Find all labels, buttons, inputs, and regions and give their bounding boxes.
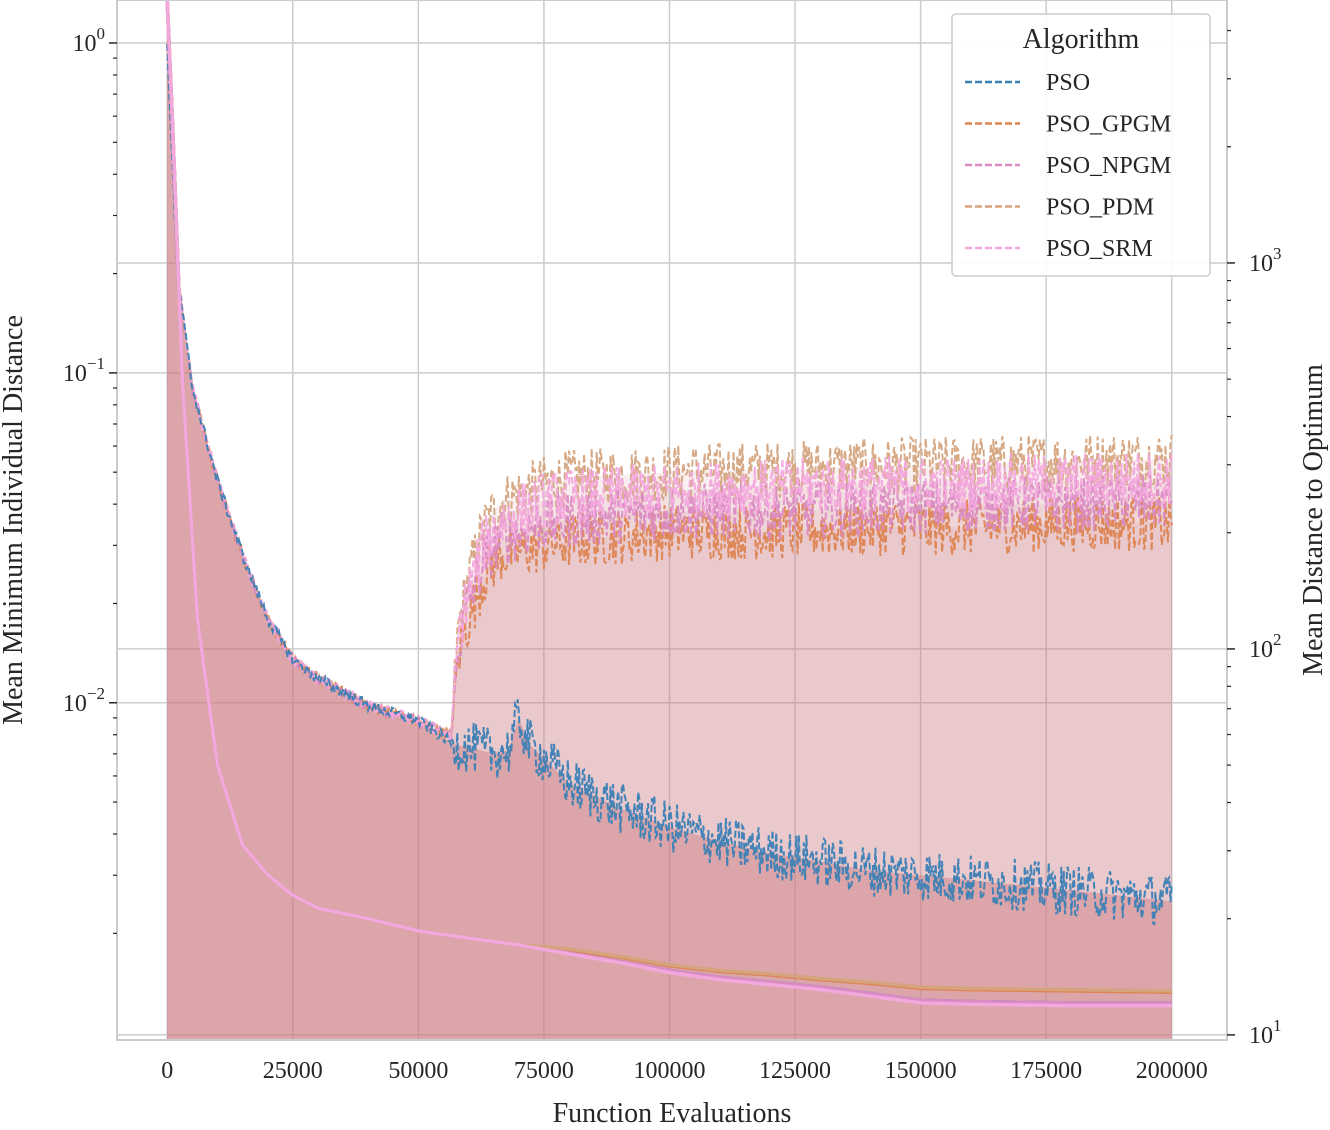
plot-frame <box>116 0 1228 1041</box>
legend: Algorithm PSO PSO_GPGM PSO_NPGM PSO_PDM PSO_… <box>951 13 1211 277</box>
x-tick-label: 0 <box>161 1058 173 1084</box>
y-left-tick-label: 10−2 <box>63 684 105 717</box>
y-left-axis-title: Mean Minimum Individual Distance <box>0 315 29 725</box>
fill-area <box>167 43 1172 1040</box>
y-right-tick-label: 101 <box>1249 1016 1282 1049</box>
distance-line-pso_srm <box>165 0 1172 1008</box>
legend-label: PSO_PDM <box>1046 195 1154 221</box>
y-left-axis: 100 10−1 10−2 <box>63 24 117 934</box>
y-left-tick-label: 10−1 <box>63 354 105 387</box>
series-line-pso <box>166 43 1173 926</box>
x-tick-label: 100000 <box>633 1058 705 1084</box>
fill-area <box>167 43 1172 1040</box>
x-axis: 0 25000 50000 75000 100000 125000 150000 175000… <box>161 1058 1208 1084</box>
legend-title: Algorithm <box>1023 24 1140 55</box>
series-lines <box>165 0 1173 1008</box>
legend-label: PSO_SRM <box>1046 236 1153 262</box>
y-left-tick-label: 100 <box>73 24 106 57</box>
y-right-tick-label: 103 <box>1249 244 1282 277</box>
x-tick-label: 25000 <box>263 1058 323 1084</box>
fill-area <box>167 43 1172 1040</box>
y-right-axis: 103 102 101 <box>1227 29 1282 1049</box>
x-tick-label: 200000 <box>1136 1058 1208 1084</box>
y-right-tick-label: 102 <box>1249 630 1282 663</box>
x-axis-title: Function Evaluations <box>553 1098 792 1129</box>
legend-box <box>951 13 1211 277</box>
y-right-axis-title: Mean Distance to Optimum <box>1298 364 1329 676</box>
legend-label: PSO_NPGM <box>1046 153 1171 179</box>
x-tick-label: 175000 <box>1010 1058 1082 1084</box>
x-tick-label: 125000 <box>759 1058 831 1084</box>
legend-label: PSO_GPGM <box>1046 112 1171 138</box>
fill-area <box>167 43 1172 1040</box>
fill-areas <box>167 43 1172 1040</box>
x-tick-label: 150000 <box>885 1058 957 1084</box>
legend-label: PSO <box>1046 70 1090 96</box>
x-tick-label: 75000 <box>514 1058 574 1084</box>
x-tick-label: 50000 <box>388 1058 448 1084</box>
fill-area <box>167 43 1172 1040</box>
